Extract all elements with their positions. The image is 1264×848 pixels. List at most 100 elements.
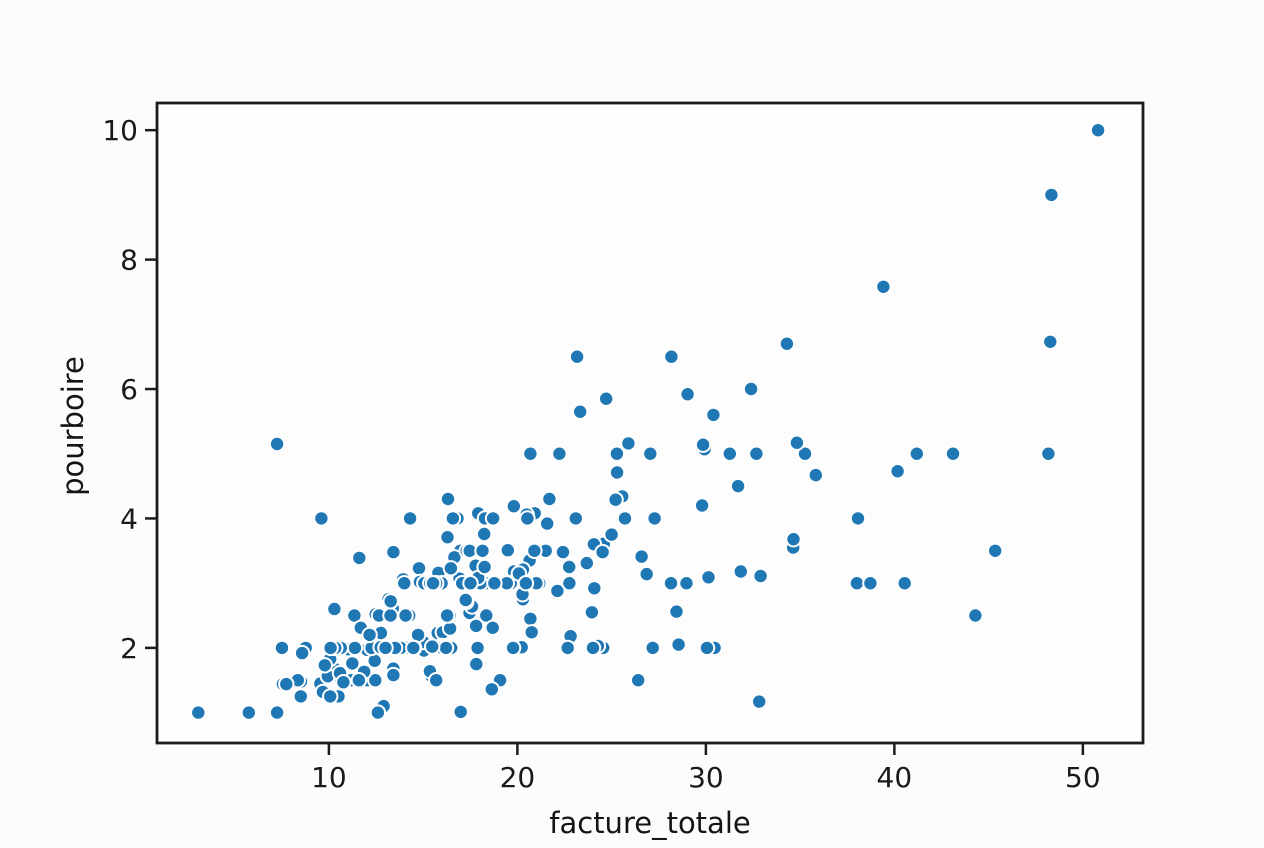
y-axis-ticks: 2 4 6 8 10 [102, 114, 157, 665]
y-tick-label: 8 [120, 244, 138, 277]
y-tick-label: 10 [102, 114, 138, 147]
data-point [476, 525, 493, 543]
data-point [268, 704, 286, 721]
data-point [572, 403, 589, 420]
data-point [273, 639, 291, 657]
data-point [608, 464, 626, 481]
data-point [586, 580, 603, 597]
x-tick-label: 20 [500, 761, 536, 794]
data-point [748, 445, 765, 462]
data-point [439, 529, 456, 546]
y-tick-label: 6 [120, 373, 138, 406]
data-point [483, 681, 500, 698]
x-tick-label: 10 [311, 761, 347, 794]
data-point [335, 674, 352, 691]
data-point [346, 639, 364, 657]
data-point [594, 543, 611, 561]
data-point [428, 672, 445, 689]
data-point [401, 510, 419, 527]
data-point [505, 498, 522, 515]
data-point [642, 445, 659, 462]
data-point [385, 666, 402, 684]
data-point [944, 445, 962, 462]
data-point [670, 636, 687, 653]
data-point [967, 607, 984, 624]
data-point [644, 639, 661, 657]
data-point [462, 575, 479, 592]
data-point [437, 639, 455, 657]
data-point [638, 565, 655, 583]
data-point [322, 688, 339, 705]
data-point [598, 390, 615, 407]
data-point [316, 657, 333, 674]
y-axis-label: pourboire [56, 356, 90, 496]
data-point [551, 445, 568, 462]
data-point [559, 639, 576, 657]
data-point [190, 704, 207, 721]
data-point [752, 567, 769, 585]
data-point [848, 575, 866, 592]
data-point [382, 593, 399, 610]
data-point [1089, 122, 1107, 139]
data-point [608, 445, 626, 462]
data-point [278, 675, 295, 693]
data-point [607, 491, 624, 508]
data-point [549, 582, 566, 600]
data-point [742, 380, 760, 398]
data-point [361, 626, 378, 644]
data-point [499, 542, 516, 559]
x-axis-label: facture_totale [549, 806, 750, 840]
data-point [862, 575, 879, 592]
data-point [469, 639, 486, 657]
data-point [385, 543, 402, 561]
data-point [889, 463, 906, 480]
axes-spines [155, 101, 1145, 745]
data-point [807, 466, 824, 484]
data-point [369, 704, 387, 721]
data-point [1040, 445, 1057, 462]
data-point [484, 510, 502, 527]
data-point [476, 558, 493, 576]
data-point [908, 445, 925, 462]
data-point [584, 639, 602, 657]
data-point [405, 639, 422, 657]
data-point [578, 554, 595, 572]
data-point [721, 445, 738, 462]
data-point [292, 688, 309, 705]
data-point [1042, 333, 1059, 350]
data-point [351, 549, 368, 567]
data-point [468, 655, 485, 673]
plot-area [157, 103, 1143, 743]
data-point [583, 604, 601, 621]
data-point [896, 575, 913, 592]
data-point [519, 510, 536, 527]
data-point [729, 477, 747, 495]
data-point [678, 575, 695, 592]
data-point [705, 406, 722, 424]
data-point [396, 575, 413, 592]
data-point [561, 575, 578, 592]
data-point [367, 672, 384, 689]
data-point [240, 704, 258, 721]
data-point [541, 490, 558, 508]
data-point [603, 526, 620, 543]
data-point [554, 543, 572, 561]
x-tick-label: 50 [1065, 761, 1101, 794]
data-point [693, 497, 711, 514]
data-point [322, 639, 339, 657]
data-point [522, 445, 539, 462]
data-point [630, 672, 647, 689]
data-point [457, 591, 474, 609]
data-point [293, 644, 311, 662]
data-point [796, 445, 814, 462]
data-point [424, 575, 442, 592]
data-point [313, 510, 330, 527]
data-point [616, 510, 634, 527]
data-point [633, 548, 650, 565]
data-point [679, 386, 696, 403]
data-point [567, 510, 584, 527]
data-point [486, 575, 503, 592]
data-point [987, 542, 1004, 559]
